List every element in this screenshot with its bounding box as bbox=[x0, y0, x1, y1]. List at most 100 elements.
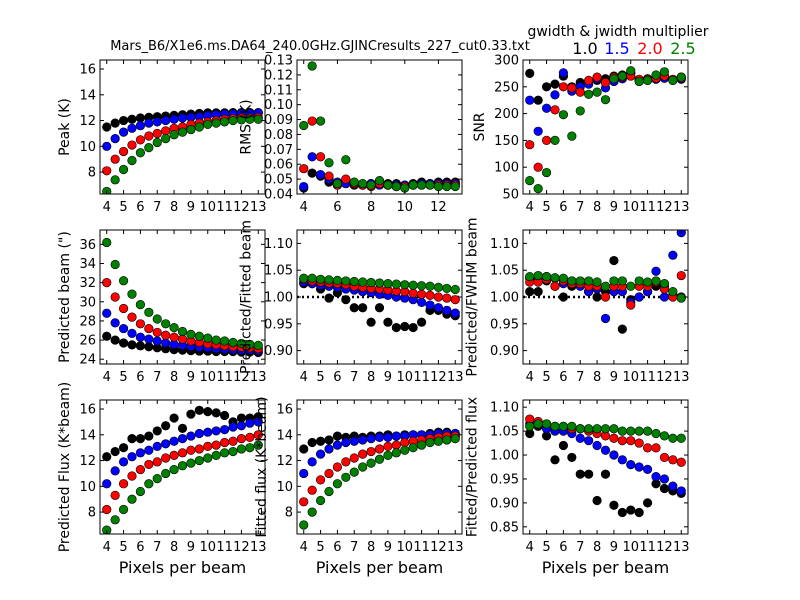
data-point-s3-10 bbox=[177, 334, 188, 344]
x-tick-label: 10 bbox=[396, 200, 413, 215]
data-point-s1-1 bbox=[525, 287, 535, 297]
data-point-s2-5 bbox=[558, 68, 569, 78]
y-tick-label: 1.05 bbox=[264, 264, 293, 279]
data-point-s3-4 bbox=[324, 468, 334, 479]
data-point-s2-12 bbox=[617, 455, 627, 465]
data-point-s3-8 bbox=[161, 453, 171, 463]
x-tick-label: 12 bbox=[430, 540, 447, 555]
y-axis-label: Predicted/FWHM beam bbox=[465, 217, 481, 376]
y-tick-label: 0.08 bbox=[264, 128, 293, 143]
data-point-s3-10 bbox=[177, 448, 188, 458]
data-point-s3-7 bbox=[152, 128, 162, 139]
x-tick-label: 5 bbox=[316, 370, 324, 385]
data-point-s4-12 bbox=[391, 181, 401, 192]
data-point-s3-3 bbox=[118, 303, 129, 314]
data-point-s4-15 bbox=[219, 336, 230, 346]
data-point-s1-10 bbox=[374, 303, 385, 313]
y-axis-label: Fitted/Predicted flux bbox=[465, 397, 481, 537]
data-point-s1-15 bbox=[642, 498, 653, 508]
data-point-s3-4 bbox=[127, 471, 137, 481]
data-point-s1-4 bbox=[550, 455, 560, 465]
x-tick-label: 13 bbox=[673, 370, 690, 385]
data-point-s1-6 bbox=[567, 452, 577, 463]
panel-5: 4 5 6 7 8 9 10 11 12 130.900.951.001.051.10Predic… bbox=[239, 220, 464, 385]
data-point-s4-2 bbox=[533, 419, 543, 429]
y-tick-label: 0.90 bbox=[264, 344, 293, 359]
data-point-s4-14 bbox=[634, 276, 644, 286]
y-tick-label: 36 bbox=[79, 238, 96, 253]
data-point-s2-8 bbox=[161, 338, 171, 348]
data-point-s3-18 bbox=[245, 432, 255, 442]
data-point-s4-14 bbox=[211, 118, 221, 128]
data-point-s2-9 bbox=[592, 440, 602, 451]
y-tick-label: 12 bbox=[79, 454, 96, 469]
data-point-s3-3 bbox=[118, 146, 129, 157]
data-point-s3-18 bbox=[668, 455, 678, 465]
x-tick-label: 8 bbox=[593, 540, 601, 555]
data-point-s3-19 bbox=[676, 270, 686, 281]
data-point-s4-14 bbox=[408, 180, 418, 190]
data-point-s1-8 bbox=[358, 303, 368, 313]
data-point-s1-17 bbox=[659, 483, 670, 494]
data-point-s1-1 bbox=[299, 444, 309, 454]
data-point-s3-15 bbox=[416, 289, 427, 299]
data-point-s4-8 bbox=[358, 277, 368, 287]
data-point-s3-1 bbox=[525, 140, 535, 150]
data-point-s4-2 bbox=[110, 259, 120, 270]
x-tick-label: 8 bbox=[367, 540, 375, 555]
data-point-s4-6 bbox=[341, 472, 351, 482]
y-tick-label: 0.90 bbox=[490, 496, 519, 511]
data-point-s4-12 bbox=[617, 71, 627, 81]
data-point-s4-5 bbox=[558, 421, 569, 431]
axes-frame bbox=[296, 59, 463, 195]
x-tick-label: 6 bbox=[559, 540, 567, 555]
markers bbox=[102, 107, 263, 194]
data-point-s3-16 bbox=[425, 290, 435, 300]
data-point-s3-11 bbox=[609, 433, 619, 443]
y-tick-label: 200 bbox=[494, 107, 519, 122]
data-point-s2-9 bbox=[169, 436, 179, 446]
data-point-s2-6 bbox=[144, 334, 154, 344]
x-tick-label: 7 bbox=[153, 200, 161, 215]
y-tick-label: 1.10 bbox=[490, 401, 519, 416]
x-tick-label: 5 bbox=[542, 540, 550, 555]
data-point-s1-5 bbox=[558, 292, 569, 302]
data-point-s1-4 bbox=[127, 434, 137, 444]
data-point-s4-11 bbox=[186, 458, 196, 468]
data-point-s4-8 bbox=[584, 424, 594, 434]
x-tick-label: 10 bbox=[199, 540, 216, 555]
data-point-s2-9 bbox=[366, 434, 376, 444]
data-point-s4-11 bbox=[383, 180, 393, 190]
data-point-s1-3 bbox=[118, 115, 129, 126]
data-point-s2-16 bbox=[228, 422, 238, 432]
data-point-s1-13 bbox=[203, 406, 213, 417]
data-point-s4-16 bbox=[425, 437, 435, 448]
data-point-s1-4 bbox=[550, 79, 560, 89]
data-point-s4-14 bbox=[634, 426, 644, 436]
data-point-s4-2 bbox=[533, 184, 543, 194]
data-point-s4-11 bbox=[609, 74, 619, 84]
data-point-s4-7 bbox=[575, 424, 585, 434]
data-point-s2-3 bbox=[118, 323, 129, 334]
data-point-s1-6 bbox=[341, 295, 351, 305]
data-point-s4-18 bbox=[442, 181, 452, 192]
y-tick-label: 0.04 bbox=[264, 188, 293, 203]
y-tick-label: 8 bbox=[285, 506, 293, 521]
y-tick-label: 150 bbox=[494, 134, 519, 149]
data-point-s1-2 bbox=[307, 168, 317, 178]
x-tick-label: 12 bbox=[233, 370, 250, 385]
data-point-s3-14 bbox=[408, 288, 418, 298]
data-point-s4-19 bbox=[450, 181, 460, 192]
data-point-s4-7 bbox=[575, 106, 585, 116]
data-point-s4-16 bbox=[425, 180, 435, 190]
data-point-s3-12 bbox=[617, 436, 627, 446]
data-point-s1-1 bbox=[102, 122, 112, 132]
data-point-s4-10 bbox=[374, 278, 385, 288]
data-point-s4-5 bbox=[135, 300, 146, 310]
data-point-s3-6 bbox=[567, 83, 577, 93]
data-point-s4-2 bbox=[307, 61, 317, 71]
legend-entry-4: 2.5 bbox=[670, 39, 695, 58]
data-point-s4-14 bbox=[634, 76, 644, 87]
data-point-s3-16 bbox=[228, 436, 238, 446]
data-point-s3-2 bbox=[307, 116, 317, 126]
